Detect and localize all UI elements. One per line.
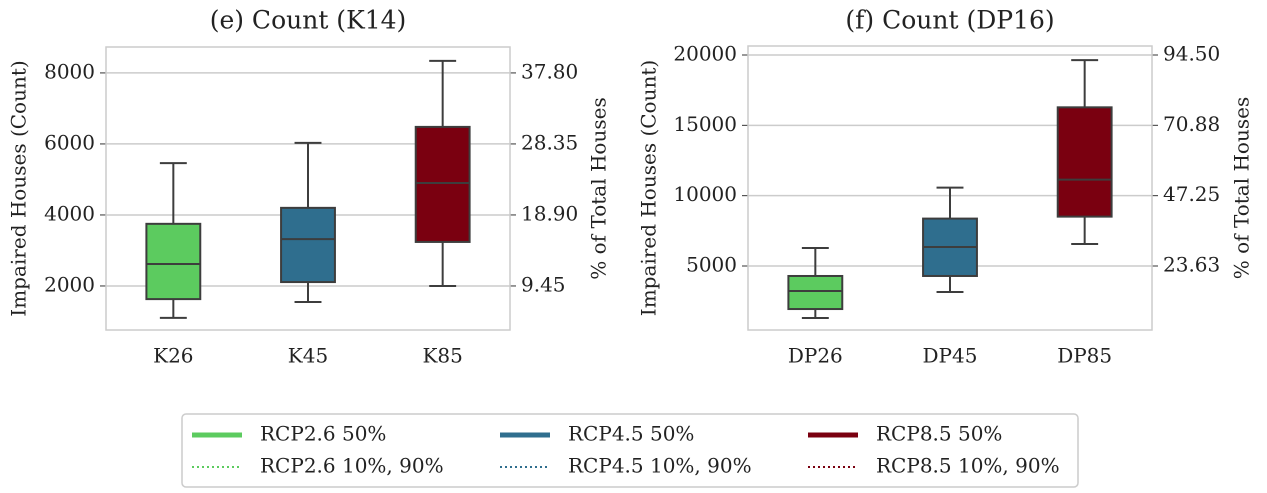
x-tick-label: DP85 (1057, 344, 1112, 368)
legend-label: RCP8.5 50% (876, 422, 1002, 446)
y2-tick-label: 23.63 (1163, 252, 1220, 276)
y-tick-label: 10000 (673, 182, 737, 206)
x-tick-label: K85 (422, 344, 462, 368)
y2-axis-label: % of Total Houses (587, 97, 611, 279)
y-tick-label: 20000 (673, 42, 737, 66)
legend-label: RCP4.5 10%, 90% (568, 454, 752, 478)
box (414, 125, 471, 243)
y2-tick-label: 37.80 (521, 59, 578, 83)
box (145, 222, 202, 301)
legend-label: RCP4.5 50% (568, 422, 694, 446)
y2-tick-label: 18.90 (521, 201, 578, 225)
x-tick-label: K45 (288, 344, 328, 368)
legend-label: RCP2.6 10%, 90% (260, 454, 444, 478)
y-tick-label: 8000 (44, 59, 95, 83)
y-tick-label: 6000 (44, 130, 95, 154)
box (280, 206, 336, 284)
y2-tick-label: 94.50 (1163, 41, 1220, 65)
y-tick-label: 5000 (686, 252, 737, 276)
chart-title: (e) Count (K14) (210, 6, 407, 35)
x-tick-label: DP45 (923, 344, 978, 368)
y2-tick-label: 28.35 (521, 130, 578, 154)
legend-label: RCP8.5 10%, 90% (876, 454, 1060, 478)
box (787, 274, 844, 311)
y2-tick-label: 47.25 (1163, 182, 1220, 206)
y-tick-label: 15000 (673, 112, 737, 136)
y2-tick-label: 9.45 (521, 272, 566, 296)
chart-title: (f) Count (DP16) (845, 6, 1054, 35)
box (1056, 106, 1113, 218)
y-axis-label: Impaired Houses (Count) (637, 60, 661, 316)
y-tick-label: 2000 (44, 272, 95, 296)
y2-tick-label: 70.88 (1163, 112, 1220, 136)
legend-frame (181, 413, 1079, 488)
plot-frame (747, 45, 1153, 331)
y-tick-label: 4000 (44, 201, 95, 225)
x-tick-label: DP26 (788, 344, 843, 368)
y-axis-label: Impaired Houses (Count) (7, 60, 31, 316)
plot-frame (105, 46, 511, 331)
y2-axis-label: % of Total Houses (1230, 97, 1254, 279)
x-tick-label: K26 (153, 344, 193, 368)
legend-label: RCP2.6 50% (260, 422, 386, 446)
